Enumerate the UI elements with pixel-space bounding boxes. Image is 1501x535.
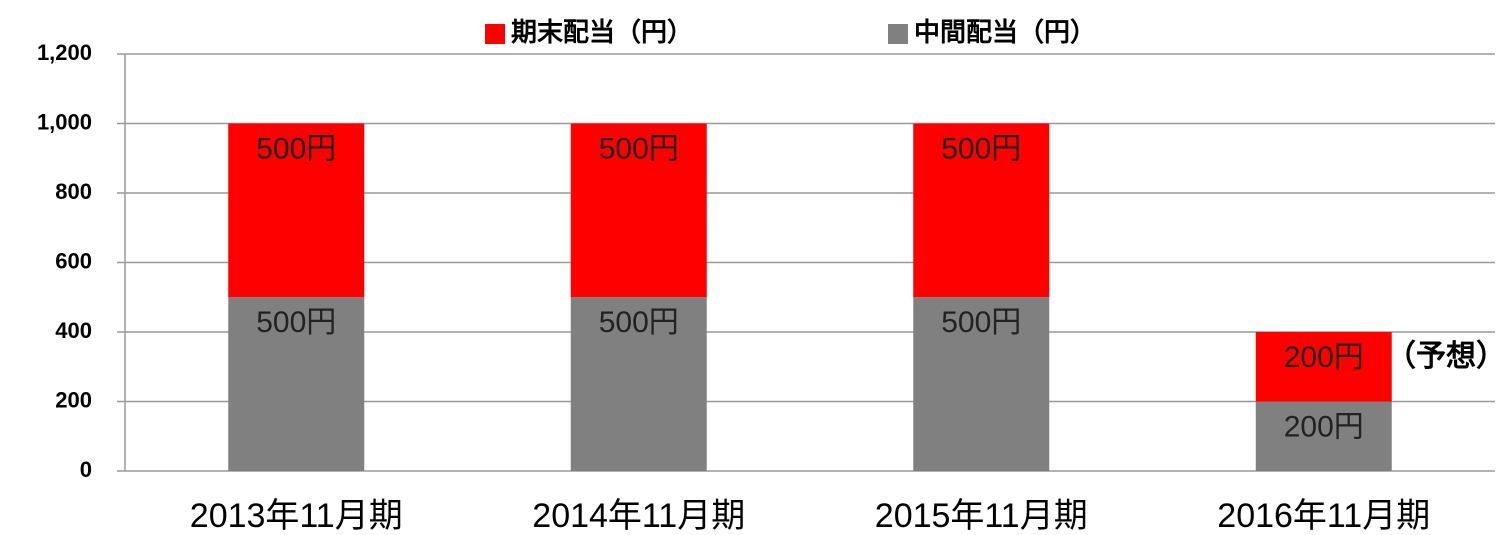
y-tick-label: 1,000 (37, 109, 92, 134)
y-tick-label: 1,200 (37, 40, 92, 65)
value-label: 500円 (256, 306, 336, 339)
value-label: 200円 (1284, 410, 1364, 443)
y-tick-label: 600 (55, 248, 92, 273)
x-tick-label: 2014年11月期 (532, 497, 745, 535)
bar-segment (570, 123, 707, 298)
value-label: 500円 (599, 132, 679, 165)
legend-label: 中間配当（円） (914, 17, 1096, 47)
bar-segment (913, 123, 1050, 298)
x-tick-label: 2016年11月期 (1217, 497, 1430, 535)
bar-segment (570, 297, 707, 471)
legend-label: 期末配当（円） (511, 17, 693, 47)
annotation: （予想） (1386, 339, 1501, 373)
y-tick-label: 400 (55, 318, 92, 343)
y-tick-label: 0 (80, 457, 92, 482)
value-label: 200円 (1284, 341, 1364, 374)
value-label: 500円 (941, 306, 1021, 339)
value-label: 500円 (941, 132, 1021, 165)
bar-segment (228, 123, 365, 298)
value-label: 500円 (599, 306, 679, 339)
y-tick-label: 200 (55, 387, 92, 412)
legend-swatch (888, 24, 908, 44)
x-tick-label: 2013年11月期 (190, 497, 403, 535)
value-label: 500円 (256, 132, 336, 165)
legend-swatch (485, 24, 505, 44)
y-tick-label: 800 (55, 179, 92, 204)
bar-segment (1255, 401, 1392, 471)
bar-segment (913, 297, 1050, 471)
bar-segment (228, 297, 365, 471)
x-tick-label: 2015年11月期 (875, 497, 1088, 535)
bar-segment (1255, 332, 1392, 402)
